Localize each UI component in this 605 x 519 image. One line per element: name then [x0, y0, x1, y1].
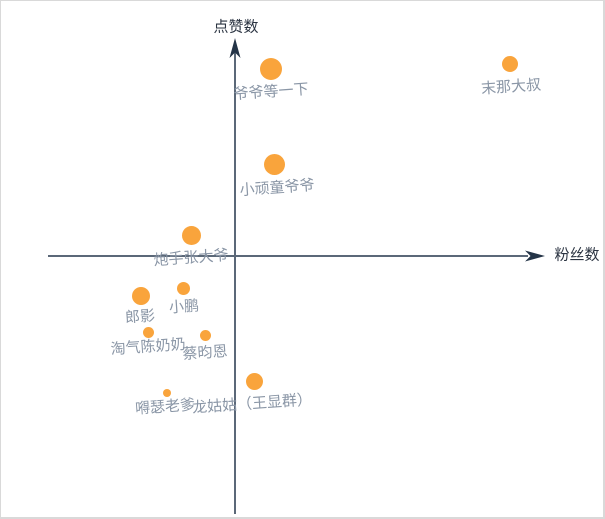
- data-point-bubble: [263, 153, 285, 175]
- data-point-bubble: [132, 287, 150, 305]
- data-point-bubble: [260, 58, 282, 80]
- x-axis-title: 粉丝数: [554, 245, 600, 264]
- y-axis-title: 点赞数: [213, 17, 259, 36]
- data-point-bubble: [181, 225, 201, 245]
- data-point-label: 末那大叔: [480, 75, 542, 98]
- data-point-label: 小鹏: [168, 296, 200, 317]
- data-point-bubble: [245, 372, 263, 390]
- data-point-bubble: [142, 326, 154, 338]
- data-point-bubble: [199, 329, 211, 341]
- data-point-bubble: [176, 281, 190, 295]
- x-axis-arrow-icon: [525, 250, 545, 262]
- data-point-label: 蔡昀恩: [181, 341, 229, 364]
- y-axis-arrow-icon: [229, 38, 241, 58]
- data-point-bubble: [163, 389, 171, 397]
- data-point-label: 嘚瑟老爹: [134, 395, 196, 418]
- data-point-bubble: [502, 56, 518, 72]
- data-point-label: 郎影: [124, 306, 156, 327]
